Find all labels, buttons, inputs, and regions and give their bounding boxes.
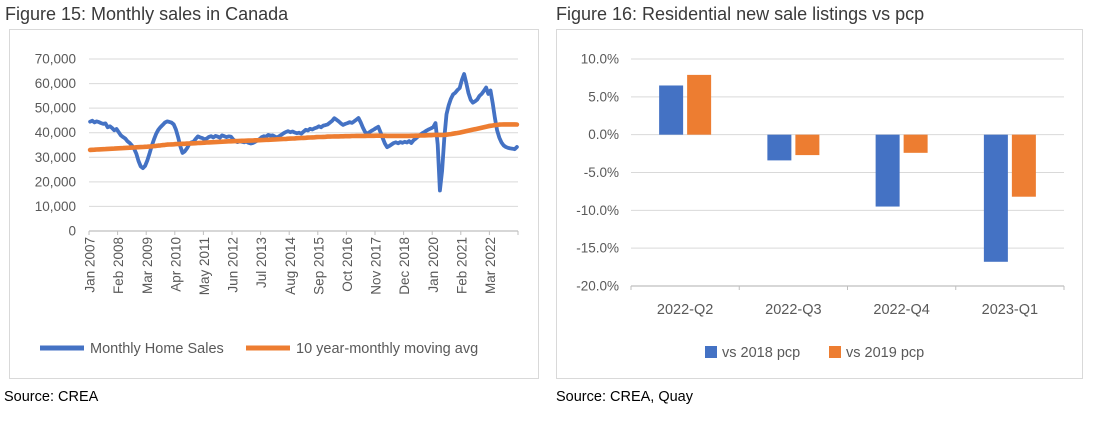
- bar-vs-2019-pcp-2022-q2: [687, 74, 712, 135]
- series-line-10-year-monthly-moving-avg: [87, 122, 520, 153]
- y-axis-tick-label: 0.0%: [588, 127, 619, 142]
- y-axis-tick-label: 70,000: [35, 52, 76, 67]
- bar-vs-2018-pcp-2022-q3: [767, 134, 792, 161]
- y-axis-tick-label: 50,000: [35, 101, 76, 116]
- x-axis-tick-label: Jun 2012: [226, 237, 241, 293]
- legend-swatch-vs-2018-pcp: [705, 346, 717, 358]
- y-axis-tick-label: 60,000: [35, 76, 76, 91]
- figure16-title: Figure 16: Residential new sale listings…: [556, 4, 925, 24]
- x-axis-category-label: 2022-Q2: [657, 302, 713, 318]
- bar-vs-2018-pcp-2022-q2: [659, 85, 684, 135]
- x-axis-tick-label: Jan 2020: [426, 237, 441, 293]
- x-axis-category-label: 2023-Q1: [982, 302, 1038, 318]
- monthly-sales-line-chart: 0 10,000 20,000 30,000 40,000 50,000 60,000 70,…: [35, 52, 520, 357]
- y-axis-tick-label: 30,000: [35, 150, 76, 165]
- figure15-chart-frame: 0 10,000 20,000 30,000 40,000 50,000 60,000 70,…: [9, 29, 539, 379]
- bar-vs-2019-pcp-2023-q1: [1011, 134, 1036, 197]
- y-axis-tick-label: 5.0%: [588, 89, 619, 104]
- x-axis-tick-label: Apr 2010: [168, 237, 183, 292]
- x-axis-tick-label: Sep 2015: [311, 237, 326, 295]
- new-listings-bar-chart: 10.0% 5.0% 0.0% -5.0% -10.0% -15.0% -20.0% 2022…: [576, 52, 1065, 361]
- y-axis-tick-label: -20.0%: [576, 279, 619, 294]
- legend-label-vs-2018-pcp: vs 2018 pcp: [722, 345, 800, 361]
- bar-vs-2018-pcp-2022-q4: [875, 134, 900, 207]
- bar-vs-2018-pcp-2023-q1: [983, 134, 1008, 262]
- legend-swatch-vs-2019-pcp: [829, 346, 841, 358]
- bar-vs-2019-pcp-2022-q4: [903, 134, 928, 153]
- x-axis-tick-label: May 2011: [197, 237, 212, 295]
- x-axis-tick-label: Jul 2013: [254, 237, 269, 288]
- x-axis-tick-label: Dec 2018: [397, 237, 412, 295]
- x-axis-tick-label: Aug 2014: [283, 237, 298, 295]
- bar-vs-2019-pcp-2022-q3: [795, 134, 820, 156]
- figure15-title: Figure 15: Monthly sales in Canada: [5, 4, 289, 24]
- y-axis-tick-label: 10.0%: [581, 52, 619, 67]
- x-axis-category-label: 2022-Q4: [873, 302, 929, 318]
- y-axis-tick-label: 20,000: [35, 174, 76, 189]
- legend-label-monthly-home-sales: Monthly Home Sales: [90, 341, 224, 357]
- x-axis-tick-label: Feb 2008: [111, 237, 126, 294]
- y-axis-tick-label: -10.0%: [576, 203, 619, 218]
- y-axis-tick-label: 40,000: [35, 125, 76, 140]
- legend-label-moving-avg: 10 year-monthly moving avg: [296, 341, 478, 357]
- x-axis-tick-label: Feb 2021: [454, 237, 469, 294]
- x-axis-tick-label: Mar 2009: [140, 237, 155, 294]
- x-axis-tick-label: Jan 2007: [83, 237, 98, 293]
- y-axis-tick-label: 10,000: [35, 199, 76, 214]
- x-axis-tick-label: Mar 2022: [483, 237, 498, 294]
- legend-label-vs-2019-pcp: vs 2019 pcp: [846, 345, 924, 361]
- figure15-source: Source: CREA: [4, 389, 99, 405]
- figure16-chart-frame: 10.0% 5.0% 0.0% -5.0% -10.0% -15.0% -20.0% 2022…: [556, 29, 1083, 379]
- y-axis-tick-label: 0: [68, 224, 76, 239]
- x-axis-tick-label: Oct 2016: [340, 237, 355, 292]
- x-axis-category-label: 2022-Q3: [765, 302, 821, 318]
- figure16-source: Source: CREA, Quay: [556, 389, 693, 405]
- y-axis-tick-label: -15.0%: [576, 241, 619, 256]
- series-line-monthly-home-sales: [88, 72, 519, 193]
- y-axis-tick-label: -5.0%: [584, 165, 619, 180]
- x-axis-tick-label: Nov 2017: [369, 237, 384, 295]
